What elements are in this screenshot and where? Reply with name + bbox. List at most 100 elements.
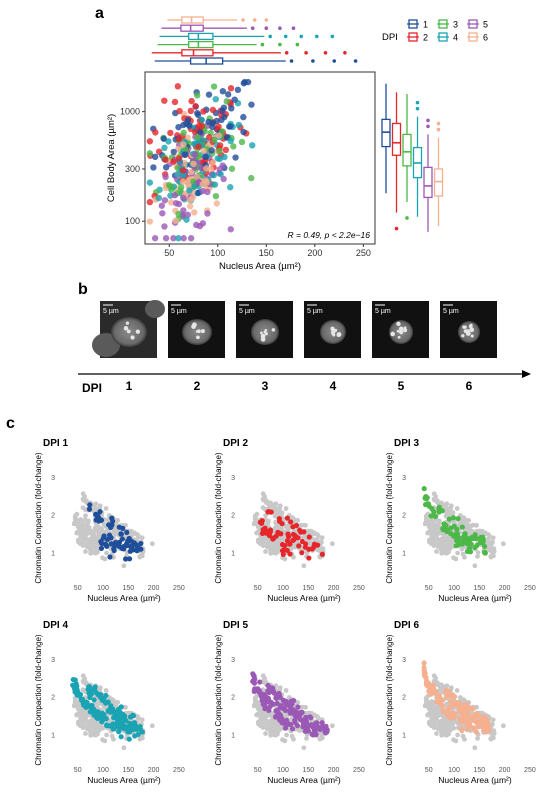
box-outlier <box>295 42 300 47</box>
dpi-point <box>302 544 309 550</box>
chromocenter <box>462 325 466 329</box>
dpi-point <box>122 556 129 562</box>
dpi-point <box>449 703 455 709</box>
dpi-point <box>273 708 279 714</box>
pooled-point <box>254 693 260 699</box>
legend-label: 3 <box>453 20 458 30</box>
scale-bar-label: 5 µm <box>239 308 255 315</box>
pooled-point <box>74 511 80 517</box>
pooled-point <box>115 699 121 705</box>
dpi-point <box>87 502 93 508</box>
pooled-point <box>424 700 429 706</box>
pooled-point <box>466 517 472 523</box>
pooled-point <box>97 529 102 535</box>
scatter-a-point <box>175 123 182 131</box>
dpi-point <box>301 529 307 535</box>
dpi-point <box>306 555 312 561</box>
box-outlier <box>426 118 430 123</box>
scale-bar-label: 5 µm <box>375 308 391 315</box>
dpi-subplot: DPI 5 50 100 150 200 250 1 2 3 Nucleus Area (µm²)… <box>214 620 365 785</box>
dpi-point <box>121 723 127 729</box>
pooled-point <box>490 717 496 723</box>
pooled-point <box>312 531 317 536</box>
dpi-point <box>473 729 480 735</box>
y-tick-label: 1 <box>231 732 235 739</box>
scatter-a-point <box>174 170 182 178</box>
dpi-point <box>86 684 93 690</box>
scatter-a-point <box>249 142 256 149</box>
subplot-xlabel: Nucleus Area (µm²) <box>438 593 512 603</box>
pooled-point <box>475 735 480 741</box>
dpi-point <box>459 524 465 530</box>
scatter-a-point <box>216 147 223 155</box>
neighbor-nucleus <box>92 333 120 357</box>
box-outlier <box>436 121 441 126</box>
pooled-point <box>319 732 325 738</box>
dpi-point <box>470 706 476 712</box>
dpi-point <box>276 518 283 524</box>
x-tick-label: 200 <box>148 767 160 774</box>
scatter-a-point <box>191 209 198 216</box>
scatter-a-point <box>248 174 255 182</box>
scatter-a-point <box>198 116 205 123</box>
pooled-point <box>82 716 88 722</box>
subplot-xlabel: Nucleus Area (µm²) <box>87 593 161 603</box>
chromocenter <box>403 328 408 333</box>
pooled-point <box>446 725 452 731</box>
pooled-point <box>429 708 434 714</box>
dpi-point <box>262 706 268 712</box>
dpi-point <box>283 717 290 723</box>
chromocenter <box>123 326 129 331</box>
pooled-point <box>283 506 289 511</box>
chromocenter <box>403 326 407 330</box>
scatter-a-point <box>176 107 183 115</box>
scatter-a-point <box>165 138 172 145</box>
scatter-a-point <box>146 218 154 225</box>
dpi-point <box>74 689 80 695</box>
box-outlier <box>278 26 282 31</box>
dpi-point <box>116 729 122 735</box>
box-outlier <box>278 42 282 47</box>
pooled-point <box>76 721 81 727</box>
scatter-a-point <box>146 150 154 157</box>
subplot-ylabel: Chromatin Compaction (fold-change) <box>34 634 43 766</box>
dpi-point <box>92 685 98 692</box>
dpi-point <box>102 541 108 547</box>
pooled-point <box>103 688 109 693</box>
pooled-point <box>295 517 301 523</box>
dpi-point <box>455 515 461 522</box>
x-tick-label: 100 <box>277 585 289 592</box>
scatter-a-point <box>175 155 183 162</box>
scatter-a-point <box>146 179 154 186</box>
pooled-point <box>104 528 110 534</box>
dpi-point <box>297 712 303 718</box>
dpi-point <box>306 534 312 540</box>
chromocenter <box>135 329 140 334</box>
dpi-point <box>114 718 121 724</box>
box-outlier <box>415 100 420 105</box>
scatter-a-point <box>146 198 154 206</box>
dpi-point <box>448 698 454 705</box>
chromocenter <box>260 333 266 339</box>
scatter-a-point <box>195 143 202 150</box>
box-outlier <box>304 51 308 55</box>
pooled-point <box>93 528 98 533</box>
dpi-point <box>256 688 263 695</box>
pooled-point <box>431 496 437 502</box>
scatter-a-point <box>228 165 236 172</box>
x-tick-label: 100 <box>210 248 225 258</box>
box-outlier <box>332 59 337 63</box>
pooled-point <box>82 534 88 540</box>
pooled-point <box>487 534 492 539</box>
pooled-point <box>440 718 446 724</box>
pooled-point <box>121 745 127 751</box>
pooled-point <box>260 491 266 497</box>
pooled-point <box>92 722 97 728</box>
pooled-point <box>89 536 95 542</box>
pooled-point <box>451 725 457 731</box>
y-tick-label: 3 <box>51 657 55 664</box>
subplot-xlabel: Nucleus Area (µm²) <box>267 775 341 785</box>
pooled-point <box>104 550 109 556</box>
pooled-point <box>254 511 260 517</box>
